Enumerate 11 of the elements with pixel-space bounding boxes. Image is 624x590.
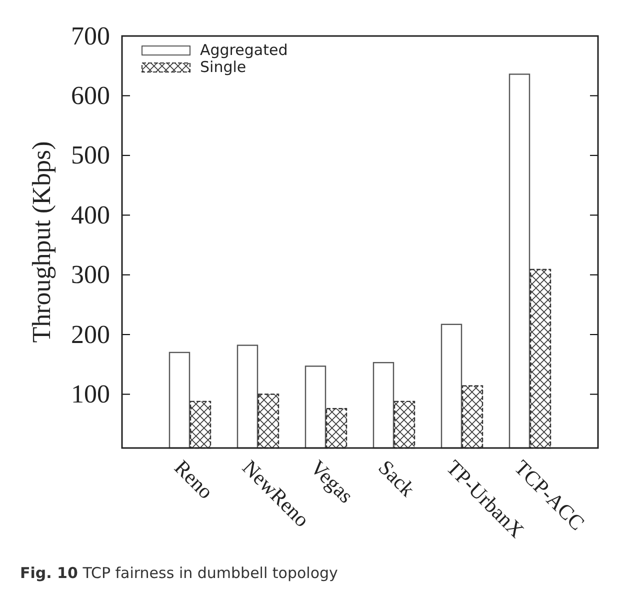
- y-tick-label: 600: [71, 81, 110, 110]
- y-axis-title: Throughput (Kbps): [27, 141, 56, 343]
- y-tick-label: 300: [71, 260, 110, 290]
- y-tick-label: 400: [71, 200, 110, 230]
- legend-label: Aggregated: [200, 41, 288, 59]
- y-tick-label: 200: [71, 320, 110, 349]
- y-tick-label: 500: [71, 140, 110, 170]
- caption: Fig. 10 TCP fairness in dumbbell topology: [20, 564, 338, 582]
- y-tick-label: 100: [71, 380, 110, 409]
- y-tick-label: 700: [71, 21, 110, 50]
- legend-label: Single: [200, 58, 246, 76]
